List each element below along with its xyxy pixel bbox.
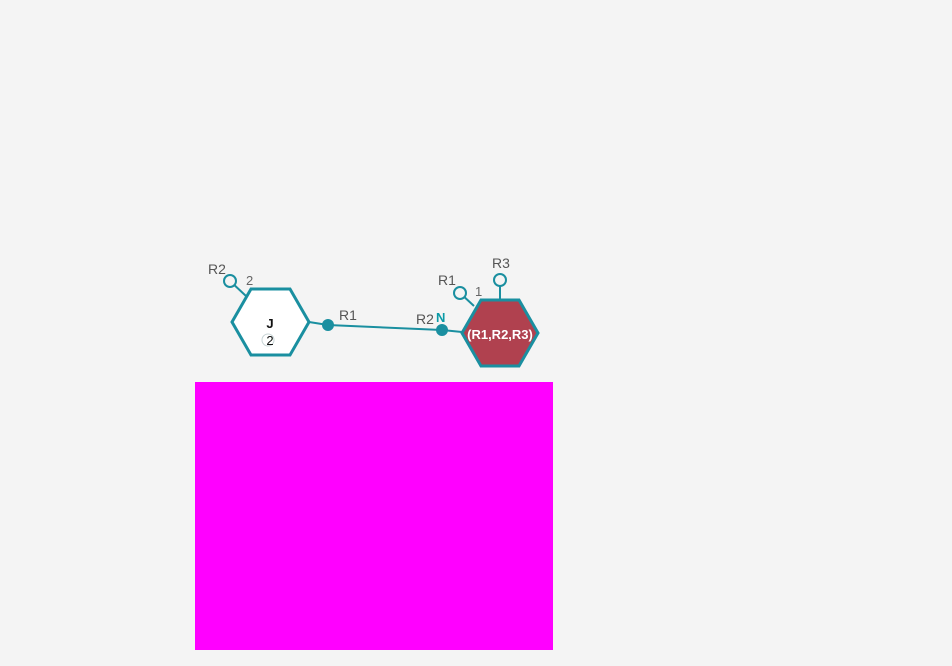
m2-r1-label: R1 <box>438 272 456 288</box>
j-r2-label: R2 <box>208 261 226 277</box>
m2-r3-attachment-point[interactable] <box>494 274 506 286</box>
m2-r2-attachment-point[interactable] <box>436 324 448 336</box>
monomer-r1r2r3[interactable]: R1 1 R3 (R1,R2,R3) R2 N <box>416 255 538 366</box>
monomer-j[interactable]: R2 2 J 2 R1 <box>208 261 357 355</box>
m2-r1-number: 1 <box>475 284 482 299</box>
j-r1-attachment-point[interactable] <box>322 319 334 331</box>
j-label: J <box>266 316 273 331</box>
m2-label: (R1,R2,R3) <box>467 327 533 342</box>
j-count-text: 2 <box>266 333 273 348</box>
j-r2-number: 2 <box>246 273 253 288</box>
m2-r2-label: R2 <box>416 311 434 327</box>
highlight-block <box>195 382 553 650</box>
j-r1-label: R1 <box>339 307 357 323</box>
m2-r1-attachment-point[interactable] <box>454 287 466 299</box>
m2-r3-label: R3 <box>492 255 510 271</box>
n-terminal-label: N <box>436 310 445 325</box>
